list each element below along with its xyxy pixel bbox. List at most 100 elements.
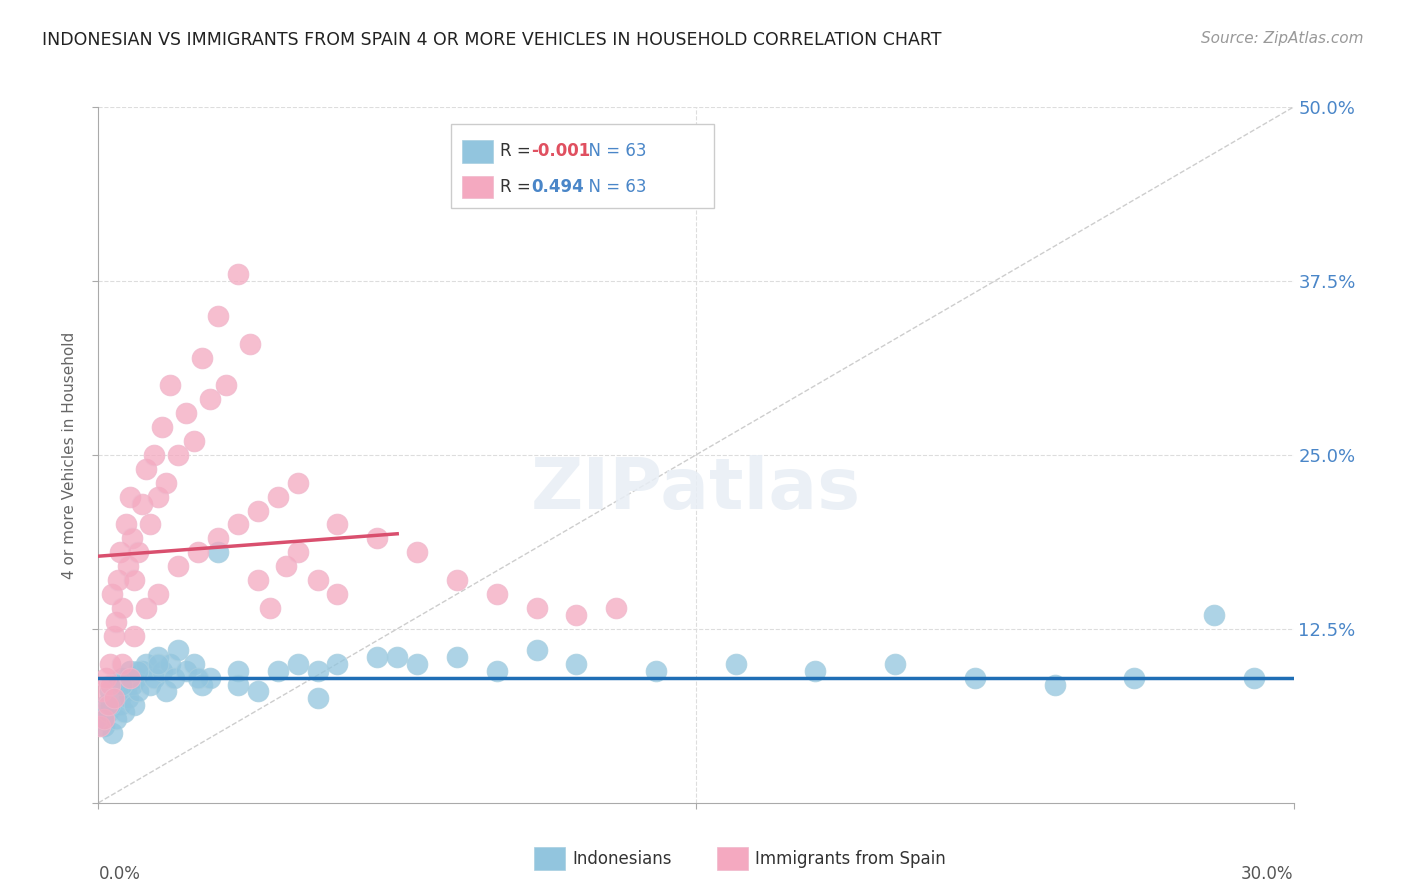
- Point: [287, 657, 309, 671]
- Point: [307, 664, 329, 678]
- Point: [274, 559, 297, 574]
- Point: [91, 684, 114, 698]
- Point: [605, 601, 627, 615]
- Point: [131, 664, 153, 678]
- Text: Indonesians: Indonesians: [572, 850, 672, 868]
- Point: [93, 719, 115, 733]
- Point: [1202, 607, 1225, 622]
- Point: [287, 545, 309, 559]
- Point: [326, 587, 349, 601]
- Point: [103, 691, 125, 706]
- Point: [150, 664, 173, 678]
- Point: [645, 664, 668, 678]
- Point: [163, 671, 186, 685]
- Point: [148, 587, 170, 601]
- Point: [101, 587, 124, 601]
- Point: [1043, 677, 1066, 691]
- Point: [115, 517, 138, 532]
- Point: [139, 677, 162, 691]
- Point: [143, 671, 166, 685]
- Point: [226, 517, 249, 532]
- Point: [326, 517, 349, 532]
- Point: [207, 309, 229, 323]
- Point: [97, 706, 120, 720]
- Point: [246, 503, 269, 517]
- Point: [120, 664, 142, 678]
- Point: [98, 677, 122, 691]
- Point: [127, 545, 149, 559]
- Point: [98, 657, 122, 671]
- Point: [143, 448, 166, 462]
- Point: [110, 545, 132, 559]
- Point: [565, 657, 588, 671]
- Point: [167, 559, 190, 574]
- Point: [96, 698, 118, 713]
- Point: [385, 649, 409, 664]
- Point: [366, 532, 388, 546]
- Point: [226, 267, 249, 281]
- Text: R =: R =: [501, 142, 536, 161]
- Point: [724, 657, 747, 671]
- Point: [191, 351, 214, 365]
- Point: [98, 698, 122, 713]
- Point: [565, 607, 588, 622]
- Text: 0.0%: 0.0%: [98, 865, 141, 883]
- Point: [127, 664, 149, 678]
- Point: [526, 601, 548, 615]
- Point: [307, 573, 329, 587]
- Point: [96, 671, 118, 685]
- Point: [93, 712, 115, 726]
- Point: [124, 698, 146, 713]
- Point: [207, 545, 229, 559]
- Point: [111, 657, 134, 671]
- Point: [287, 475, 309, 490]
- Point: [148, 649, 170, 664]
- Text: 0.494: 0.494: [531, 178, 583, 196]
- Point: [155, 684, 177, 698]
- Text: Immigrants from Spain: Immigrants from Spain: [755, 850, 946, 868]
- Point: [226, 677, 249, 691]
- Point: [107, 573, 129, 587]
- Point: [485, 664, 508, 678]
- Point: [150, 420, 173, 434]
- Text: 30.0%: 30.0%: [1241, 865, 1294, 883]
- Point: [89, 719, 111, 733]
- Point: [259, 601, 281, 615]
- Text: Source: ZipAtlas.com: Source: ZipAtlas.com: [1201, 31, 1364, 46]
- Point: [148, 490, 170, 504]
- Point: [121, 532, 143, 546]
- Point: [105, 712, 128, 726]
- Text: R =: R =: [501, 178, 536, 196]
- Point: [167, 642, 190, 657]
- Point: [117, 559, 139, 574]
- Point: [127, 684, 149, 698]
- Point: [215, 378, 238, 392]
- Point: [326, 657, 349, 671]
- Point: [167, 448, 190, 462]
- Point: [155, 475, 177, 490]
- Point: [446, 649, 468, 664]
- Point: [98, 684, 122, 698]
- Point: [884, 657, 907, 671]
- Text: -0.001: -0.001: [531, 142, 591, 161]
- Point: [366, 649, 388, 664]
- Point: [187, 545, 209, 559]
- Point: [112, 706, 135, 720]
- Point: [111, 671, 134, 685]
- Point: [125, 671, 148, 685]
- Point: [135, 657, 157, 671]
- Point: [103, 629, 125, 643]
- Point: [117, 691, 139, 706]
- Point: [148, 657, 170, 671]
- Point: [174, 406, 197, 420]
- Point: [267, 490, 290, 504]
- Point: [307, 691, 329, 706]
- Point: [121, 677, 143, 691]
- Point: [963, 671, 986, 685]
- Point: [207, 532, 229, 546]
- Point: [135, 601, 157, 615]
- Point: [239, 336, 262, 351]
- Point: [111, 677, 134, 691]
- Point: [107, 677, 129, 691]
- Point: [124, 573, 146, 587]
